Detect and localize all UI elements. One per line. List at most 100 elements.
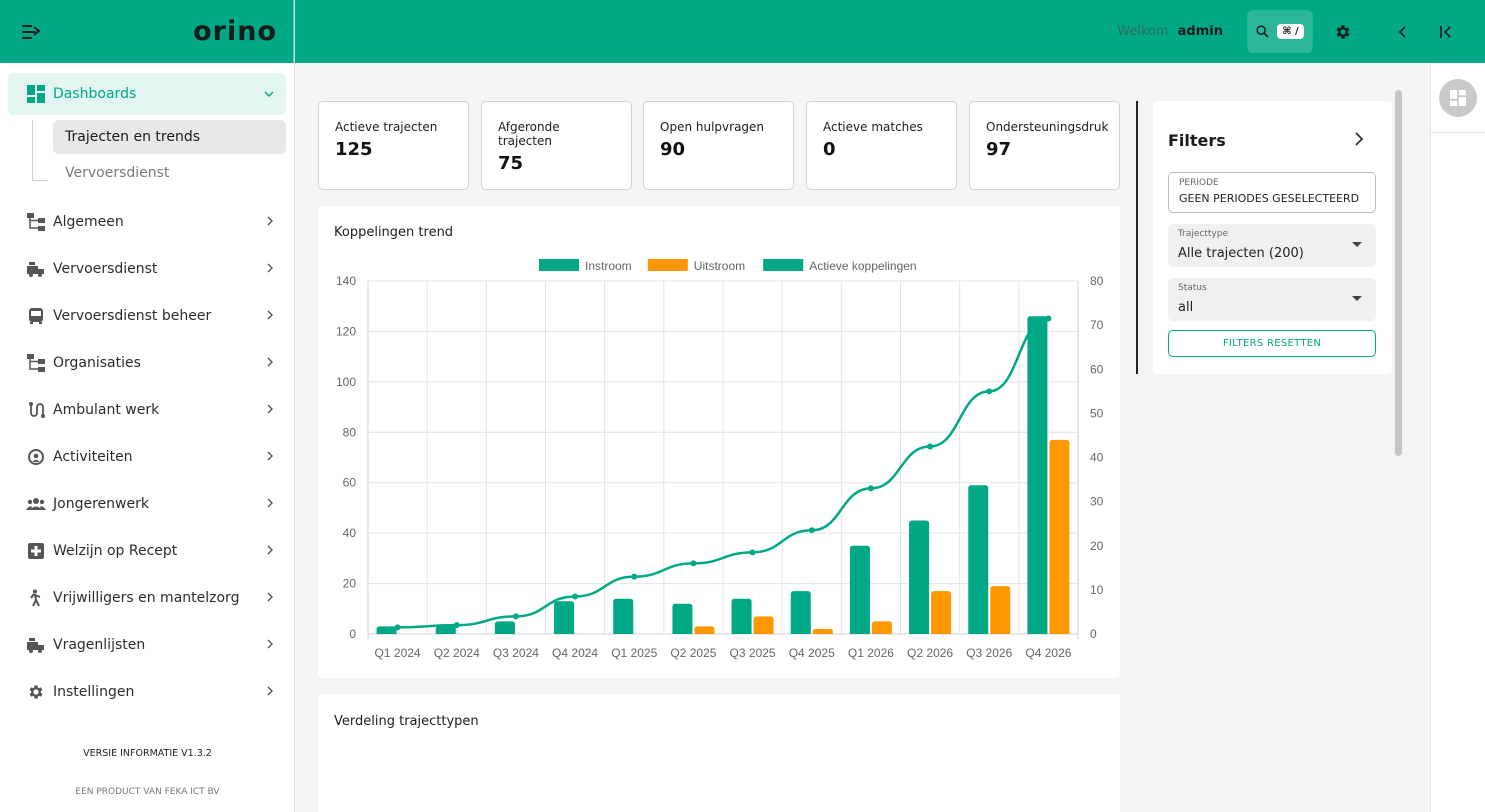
chevron-right-icon xyxy=(267,355,274,371)
chevron-right-icon xyxy=(267,637,274,653)
bar-instroom xyxy=(554,601,575,634)
search-button[interactable]: ⌘ / xyxy=(1247,10,1313,53)
line-point xyxy=(927,443,934,450)
reset-filters-button[interactable]: FILTERS RESETTEN xyxy=(1168,330,1376,357)
dashboards-submenu: Trajecten en trends Vervoersdienst xyxy=(0,120,294,190)
chevron-left-icon xyxy=(1398,26,1406,38)
username: admin xyxy=(1177,24,1223,39)
trajecttype-select[interactable]: Trajecttype Alle trajecten (200) xyxy=(1168,224,1376,267)
line-point xyxy=(1045,315,1052,322)
sidebar-item-vervoersdienst-beheer[interactable]: Vervoersdienst beheer xyxy=(0,292,294,339)
trajecttype-label: Trajecttype xyxy=(1178,229,1229,239)
widgets-button[interactable] xyxy=(1439,79,1477,117)
version-info[interactable]: VERSIE INFORMATIE V1.3.2 xyxy=(83,748,212,759)
periode-label: PERIODE xyxy=(1179,178,1219,188)
bar-uitstroom xyxy=(812,628,833,634)
sidebar-item-vrijwilligers-en-mantelzorg[interactable]: Vrijwilligers en mantelzorg xyxy=(0,574,294,621)
top-bar: Welkom admin ⌘ / xyxy=(295,0,1485,63)
kpi-card-open-hulpvragen[interactable]: Open hulpvragen 90 xyxy=(643,101,794,190)
line-point xyxy=(808,527,815,534)
status-label: Status xyxy=(1178,283,1207,293)
scrollbar-thumb[interactable] xyxy=(1395,90,1402,456)
kpi-card-actieve-matches[interactable]: Actieve matches 0 xyxy=(806,101,957,190)
status-select[interactable]: Status all xyxy=(1168,278,1376,321)
chevron-right-icon xyxy=(1355,132,1364,146)
dashboard-icon xyxy=(1450,90,1466,106)
submenu-tree-line xyxy=(32,180,48,181)
back-button[interactable] xyxy=(1389,18,1417,46)
submenu-item-vervoersdienst[interactable]: Vervoersdienst xyxy=(65,165,170,181)
legend-label: Instroom xyxy=(585,259,632,273)
submenu-tree-line xyxy=(32,120,33,180)
search-icon xyxy=(1256,25,1269,38)
sidebar-item-label: Dashboards xyxy=(53,86,137,102)
truck-icon xyxy=(26,635,46,655)
kpi-label: Actieve trajecten xyxy=(335,120,438,134)
periode-value: GEEN PERIODES GESELECTEERD xyxy=(1179,192,1360,205)
line-point xyxy=(572,593,579,600)
y-right-tick-label: 20 xyxy=(1090,539,1104,553)
menu-collapse-icon[interactable] xyxy=(22,24,41,39)
bar-instroom xyxy=(1027,316,1048,634)
chevron-right-icon xyxy=(267,496,274,512)
chart-card: Koppelingen trend 0 20 40 60 80 100 120 140 0 10 2… xyxy=(318,206,1120,678)
chart-title: Koppelingen trend xyxy=(334,225,454,240)
sidebar-item-ambulant-werk[interactable]: Ambulant werk xyxy=(0,386,294,433)
line-point xyxy=(749,549,756,556)
sidebar: orino Dashboards Trajecten en trends Ver… xyxy=(0,0,295,812)
settings-button[interactable] xyxy=(1329,18,1357,46)
sidebar-item-organisaties[interactable]: Organisaties xyxy=(0,339,294,386)
orino-logo[interactable]: orino xyxy=(193,16,277,47)
x-tick-label: Q4 2024 xyxy=(552,646,598,660)
sidebar-item-label: Vervoersdienst xyxy=(53,260,158,277)
sidebar-item-activiteiten[interactable]: Activiteiten xyxy=(0,433,294,480)
x-tick-label: Q4 2025 xyxy=(789,646,835,660)
people-icon xyxy=(26,494,46,514)
chevron-right-icon xyxy=(267,543,274,559)
bar-instroom xyxy=(790,591,811,634)
kpi-value: 0 xyxy=(823,139,836,160)
bar-instroom xyxy=(731,598,752,634)
bar-instroom xyxy=(968,485,989,634)
kpi-card-actieve-trajecten[interactable]: Actieve trajecten 125 xyxy=(318,101,469,190)
sidebar-item-welzijn-op-recept[interactable]: Welzijn op Recept xyxy=(0,527,294,574)
dashboard-icon xyxy=(26,84,46,104)
submenu-item-trajecten-en-trends[interactable]: Trajecten en trends xyxy=(53,120,286,154)
org-chart-icon xyxy=(26,212,46,232)
sidebar-item-instellingen[interactable]: Instellingen xyxy=(0,668,294,715)
bar-instroom xyxy=(672,603,693,634)
bar-uitstroom xyxy=(753,616,774,634)
bar-uitstroom xyxy=(1049,439,1070,634)
bar-instroom xyxy=(376,626,397,634)
line-point xyxy=(453,622,460,629)
trajecttype-value: Alle trajecten (200) xyxy=(1178,246,1304,261)
x-tick-label: Q2 2025 xyxy=(670,646,716,660)
sidebar-item-vragenlijsten[interactable]: Vragenlijsten xyxy=(0,621,294,668)
sidebar-item-jongerenwerk[interactable]: Jongerenwerk xyxy=(0,480,294,527)
sidebar-item-vervoersdienst[interactable]: Vervoersdienst xyxy=(0,245,294,292)
x-tick-label: Q3 2024 xyxy=(493,646,539,660)
legend-swatch xyxy=(763,259,804,271)
collapse-panel-button[interactable] xyxy=(1432,18,1460,46)
sidebar-item-algemeen[interactable]: Algemeen xyxy=(0,198,294,245)
sidebar-item-label: Welzijn op Recept xyxy=(53,542,178,559)
kpi-label: Open hulpvragen xyxy=(660,120,765,134)
bar-uitstroom xyxy=(871,621,892,634)
truck-icon xyxy=(26,259,46,279)
chevron-right-icon xyxy=(267,449,274,465)
sidebar-item-label: Ambulant werk xyxy=(53,401,160,418)
right-rail xyxy=(1430,63,1485,812)
bus-icon xyxy=(26,306,46,326)
sidebar-item-dashboards[interactable]: Dashboards xyxy=(8,73,286,115)
gear-icon xyxy=(1336,25,1350,39)
kpi-card-afgeronde-trajecten[interactable]: Afgeronde trajecten 75 xyxy=(481,101,632,190)
x-tick-label: Q2 2026 xyxy=(907,646,953,660)
y-left-tick-label: 20 xyxy=(343,577,357,591)
close-filters-button[interactable] xyxy=(1354,130,1364,151)
y-left-tick-label: 80 xyxy=(343,425,357,439)
y-right-tick-label: 60 xyxy=(1090,362,1104,376)
kpi-card-ondersteuningsdruk[interactable]: Ondersteuningsdruk 97 xyxy=(969,101,1120,190)
periode-field[interactable]: PERIODE GEEN PERIODES GESELECTEERD xyxy=(1168,172,1376,213)
sidebar-item-label: Vrijwilligers en mantelzorg xyxy=(53,589,240,606)
chevron-right-icon xyxy=(267,684,274,700)
